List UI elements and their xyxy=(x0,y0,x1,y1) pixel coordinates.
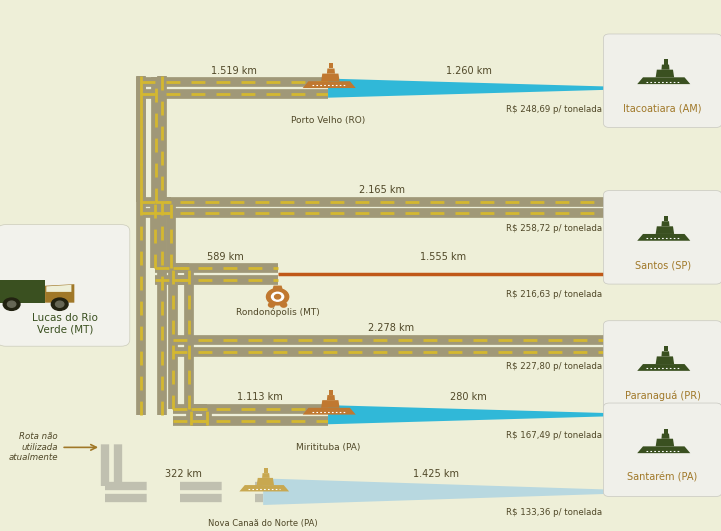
Text: 1.260 km: 1.260 km xyxy=(446,66,492,76)
Polygon shape xyxy=(637,364,690,371)
Text: 322 km: 322 km xyxy=(165,469,203,479)
FancyBboxPatch shape xyxy=(603,321,721,414)
Text: Lucas do Rio
Verde (MT): Lucas do Rio Verde (MT) xyxy=(32,313,98,335)
Polygon shape xyxy=(661,352,670,356)
Circle shape xyxy=(56,301,64,307)
Text: 2.165 km: 2.165 km xyxy=(359,185,405,195)
Circle shape xyxy=(7,301,16,307)
Text: 589 km: 589 km xyxy=(207,252,244,262)
Circle shape xyxy=(3,298,20,310)
Polygon shape xyxy=(328,405,609,424)
Circle shape xyxy=(267,288,288,305)
FancyBboxPatch shape xyxy=(603,403,721,496)
Text: Rondonópolis (MT): Rondonópolis (MT) xyxy=(236,308,319,318)
Polygon shape xyxy=(46,285,71,292)
Text: Porto Velho (RO): Porto Velho (RO) xyxy=(291,116,365,125)
Polygon shape xyxy=(329,390,333,395)
Polygon shape xyxy=(321,74,340,81)
Polygon shape xyxy=(263,478,609,505)
FancyBboxPatch shape xyxy=(603,34,721,127)
Polygon shape xyxy=(655,356,674,364)
Polygon shape xyxy=(262,473,270,478)
Polygon shape xyxy=(239,485,289,492)
Polygon shape xyxy=(637,447,690,453)
Text: Santarém (PA): Santarém (PA) xyxy=(627,473,698,483)
Text: Miritituba (PA): Miritituba (PA) xyxy=(296,443,360,452)
Circle shape xyxy=(51,298,68,310)
Polygon shape xyxy=(328,79,609,98)
Circle shape xyxy=(272,292,283,301)
Text: 2.278 km: 2.278 km xyxy=(368,323,414,333)
Text: 1.113 km: 1.113 km xyxy=(236,392,283,402)
Polygon shape xyxy=(327,68,335,74)
Text: R$ 248,69 p/ tonelada: R$ 248,69 p/ tonelada xyxy=(506,105,602,114)
Polygon shape xyxy=(303,408,355,415)
Polygon shape xyxy=(321,400,340,408)
Polygon shape xyxy=(303,81,355,88)
Polygon shape xyxy=(655,70,674,78)
Polygon shape xyxy=(0,279,45,303)
Text: R$ 258,72 p/ tonelada: R$ 258,72 p/ tonelada xyxy=(506,224,602,233)
Polygon shape xyxy=(664,59,668,65)
Polygon shape xyxy=(655,226,674,234)
Text: Rota não
utilizada
atualmente: Rota não utilizada atualmente xyxy=(8,432,58,463)
Polygon shape xyxy=(45,284,74,303)
Polygon shape xyxy=(661,65,670,70)
Text: 1.425 km: 1.425 km xyxy=(413,469,459,479)
Text: R$ 167,49 p/ tonelada: R$ 167,49 p/ tonelada xyxy=(506,431,602,440)
Text: 1.519 km: 1.519 km xyxy=(211,66,257,76)
Text: R$ 216,63 p/ tonelada: R$ 216,63 p/ tonelada xyxy=(506,290,602,299)
Polygon shape xyxy=(329,63,333,68)
FancyBboxPatch shape xyxy=(603,191,721,284)
Text: 1.555 km: 1.555 km xyxy=(420,252,466,262)
Text: Itacoatiara (AM): Itacoatiara (AM) xyxy=(624,104,702,114)
Polygon shape xyxy=(257,478,274,485)
Polygon shape xyxy=(664,346,668,352)
Circle shape xyxy=(275,295,280,299)
Text: R$ 133,36 p/ tonelada: R$ 133,36 p/ tonelada xyxy=(506,508,602,517)
Polygon shape xyxy=(655,439,674,447)
Circle shape xyxy=(280,303,287,307)
Polygon shape xyxy=(664,216,668,221)
Polygon shape xyxy=(327,395,335,400)
Polygon shape xyxy=(664,429,668,434)
FancyBboxPatch shape xyxy=(0,225,130,346)
Text: Nova Canaã do Norte (PA): Nova Canaã do Norte (PA) xyxy=(208,519,318,528)
Text: R$ 227,80 p/ tonelada: R$ 227,80 p/ tonelada xyxy=(506,362,602,371)
Text: 280 km: 280 km xyxy=(451,392,487,402)
Text: Santos (SP): Santos (SP) xyxy=(634,260,691,270)
Polygon shape xyxy=(273,286,283,289)
Polygon shape xyxy=(661,221,670,226)
Polygon shape xyxy=(264,468,268,473)
Polygon shape xyxy=(637,234,690,241)
Circle shape xyxy=(268,303,275,307)
Polygon shape xyxy=(637,78,690,84)
Text: Paranaguá (PR): Paranaguá (PR) xyxy=(624,390,701,401)
Polygon shape xyxy=(661,434,670,439)
